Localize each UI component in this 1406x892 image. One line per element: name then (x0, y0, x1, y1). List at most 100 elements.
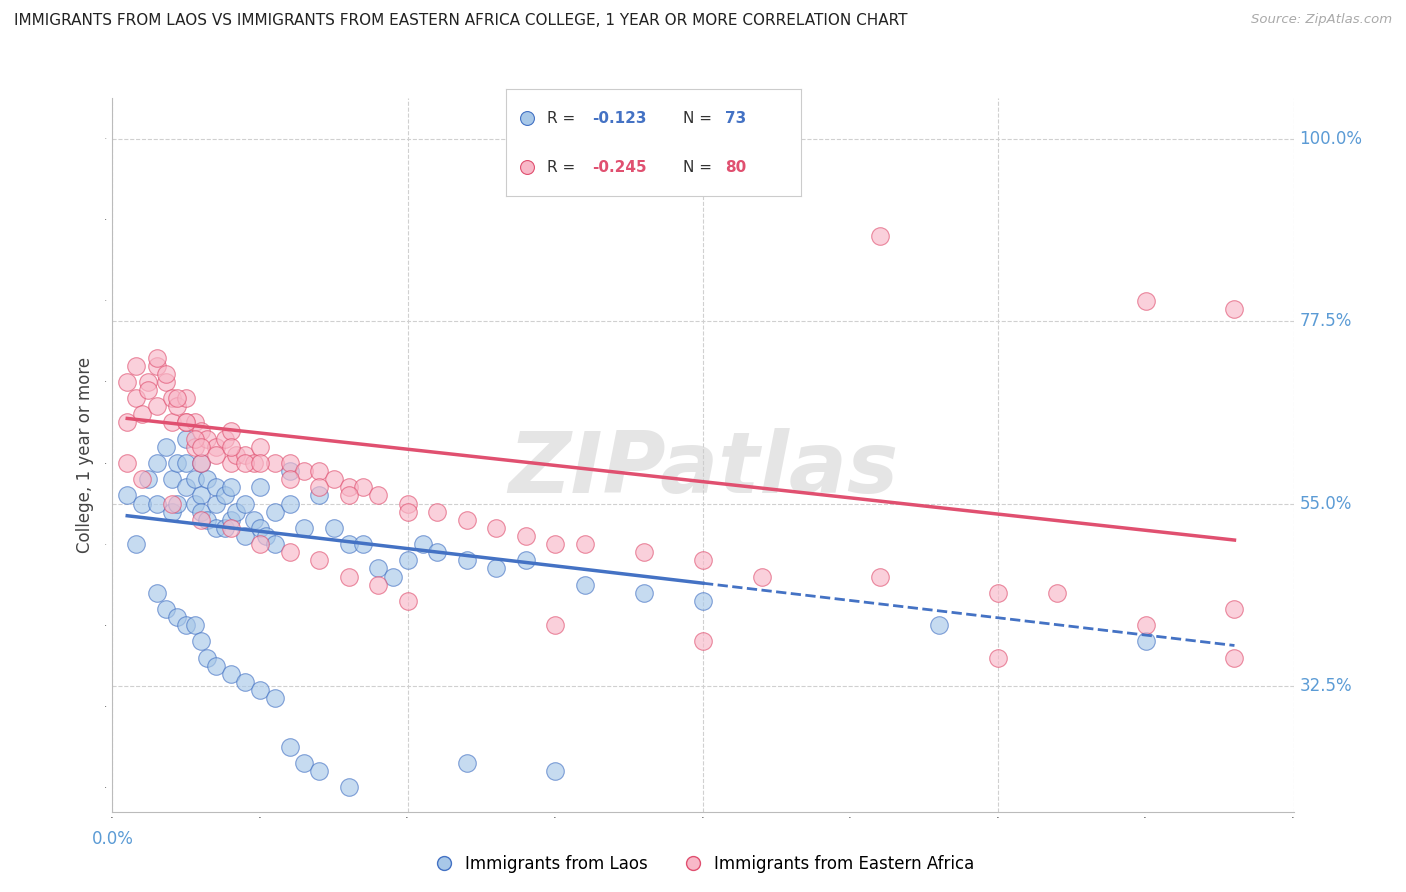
Text: R =: R = (547, 111, 575, 126)
Point (136, 383, 159, 397)
Text: 80: 80 (724, 160, 747, 175)
Point (190, 424, 212, 438)
Point (155, 602, 177, 616)
Point (214, 521, 236, 535)
Text: R =: R = (547, 160, 575, 175)
Point (205, 440, 228, 454)
Point (233, 675, 256, 690)
Point (292, 464, 315, 478)
Point (174, 480, 197, 494)
Point (160, 391, 183, 405)
Point (146, 359, 169, 373)
Point (516, 161, 538, 175)
Point (367, 488, 389, 502)
Point (184, 416, 207, 430)
Point (692, 634, 714, 648)
Text: N =: N = (683, 160, 713, 175)
Text: 100.0%: 100.0% (1299, 129, 1362, 148)
Point (184, 440, 207, 454)
Point (515, 529, 537, 543)
Point (987, 586, 1010, 600)
Point (131, 472, 153, 486)
Point (264, 537, 287, 551)
Point (214, 488, 236, 502)
Point (146, 497, 169, 511)
Point (278, 497, 301, 511)
Point (254, 529, 277, 543)
Point (195, 432, 218, 446)
Text: 32.5%: 32.5% (1299, 677, 1353, 695)
Point (485, 561, 508, 575)
Point (219, 480, 242, 494)
Point (1223, 650, 1246, 665)
Point (155, 367, 177, 381)
Point (367, 561, 389, 575)
Point (456, 553, 478, 567)
Point (249, 683, 271, 698)
Point (131, 497, 153, 511)
Point (117, 488, 138, 502)
Point (219, 456, 242, 470)
Text: 73: 73 (724, 111, 747, 126)
Point (278, 472, 301, 486)
Point (751, 569, 773, 583)
Point (190, 634, 212, 648)
Point (426, 505, 449, 519)
Point (233, 497, 256, 511)
Text: Source: ZipAtlas.com: Source: ZipAtlas.com (1251, 13, 1392, 27)
Point (131, 408, 153, 422)
Point (219, 513, 242, 527)
Point (219, 440, 242, 454)
Point (125, 537, 148, 551)
Point (308, 488, 330, 502)
Point (692, 553, 714, 567)
Text: 55.0%: 55.0% (1299, 494, 1351, 513)
Point (219, 521, 242, 535)
Point (367, 577, 389, 591)
Point (160, 497, 183, 511)
Point (166, 610, 188, 624)
Text: 77.5%: 77.5% (1299, 312, 1351, 330)
Point (195, 650, 218, 665)
Point (396, 505, 419, 519)
Point (190, 456, 212, 470)
Point (136, 375, 159, 389)
Point (308, 553, 330, 567)
Point (233, 529, 256, 543)
Text: N =: N = (683, 111, 713, 126)
Point (243, 513, 266, 527)
Point (166, 456, 188, 470)
Point (146, 399, 169, 413)
Y-axis label: College, 1 year or more: College, 1 year or more (76, 357, 94, 553)
Point (264, 505, 287, 519)
Text: -0.245: -0.245 (592, 160, 647, 175)
Point (125, 391, 148, 405)
Point (411, 537, 433, 551)
Point (456, 756, 478, 770)
Point (869, 569, 891, 583)
Point (516, 111, 538, 125)
Point (1223, 301, 1246, 316)
Point (125, 359, 148, 373)
Point (174, 416, 197, 430)
Point (205, 480, 228, 494)
Point (382, 569, 405, 583)
Point (337, 537, 360, 551)
Point (184, 618, 207, 632)
Point (190, 456, 212, 470)
Point (1135, 634, 1157, 648)
Point (574, 537, 596, 551)
Point (292, 756, 315, 770)
Point (190, 440, 212, 454)
Point (1046, 586, 1069, 600)
Text: -0.123: -0.123 (592, 111, 647, 126)
Point (323, 472, 346, 486)
Point (574, 577, 596, 591)
Point (456, 513, 478, 527)
Point (195, 472, 218, 486)
Point (146, 456, 169, 470)
Point (308, 764, 330, 779)
Point (219, 424, 242, 438)
Point (352, 537, 374, 551)
Point (174, 391, 197, 405)
